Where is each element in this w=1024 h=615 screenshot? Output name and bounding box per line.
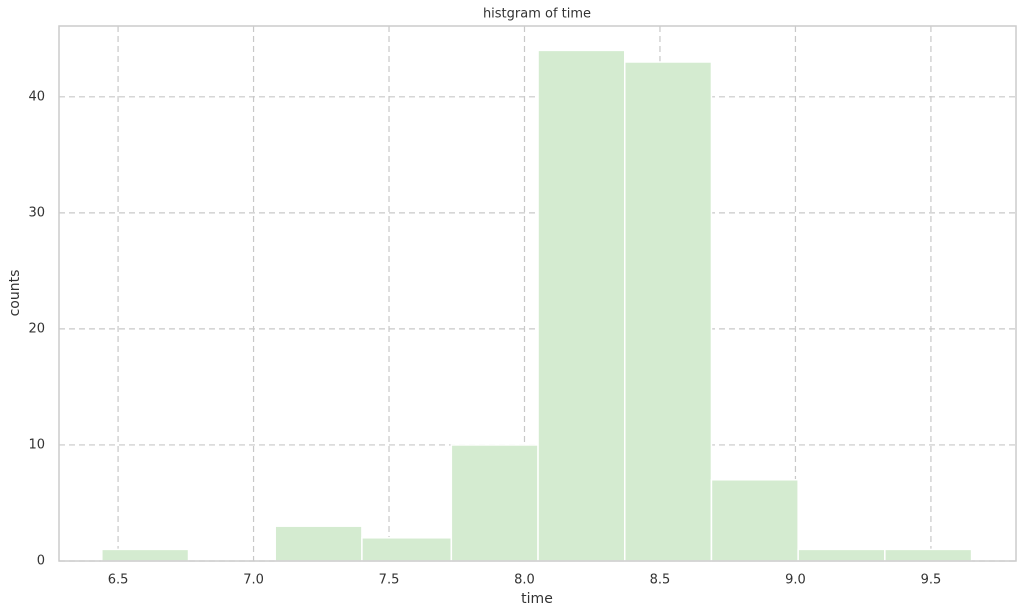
bar — [101, 548, 190, 562]
plot-frame — [58, 25, 1017, 562]
y-tick-label: 20 — [28, 321, 45, 336]
y-tick-label: 40 — [28, 89, 45, 104]
y-tick-label: 10 — [28, 437, 45, 452]
x-tick-label: 9.5 — [921, 573, 942, 588]
x-tick-label: 7.5 — [379, 573, 400, 588]
bar — [537, 49, 626, 562]
x-tick-label: 8.5 — [650, 573, 671, 588]
x-axis-label: time — [521, 591, 553, 607]
bar — [450, 444, 539, 562]
y-tick-label: 0 — [37, 554, 45, 569]
y-tick-label: 30 — [28, 205, 45, 220]
x-tick-label: 7.0 — [243, 573, 264, 588]
bar — [361, 537, 453, 562]
bar — [623, 61, 713, 562]
x-tick-label: 9.0 — [785, 573, 806, 588]
y-axis-label: counts — [7, 270, 23, 317]
x-tick-label: 6.5 — [108, 573, 129, 588]
x-tick-label: 8.0 — [514, 573, 535, 588]
bar — [884, 548, 973, 562]
chart-title: histgram of time — [483, 7, 591, 22]
bar — [274, 525, 363, 562]
bar — [710, 479, 799, 562]
bar — [797, 548, 886, 562]
